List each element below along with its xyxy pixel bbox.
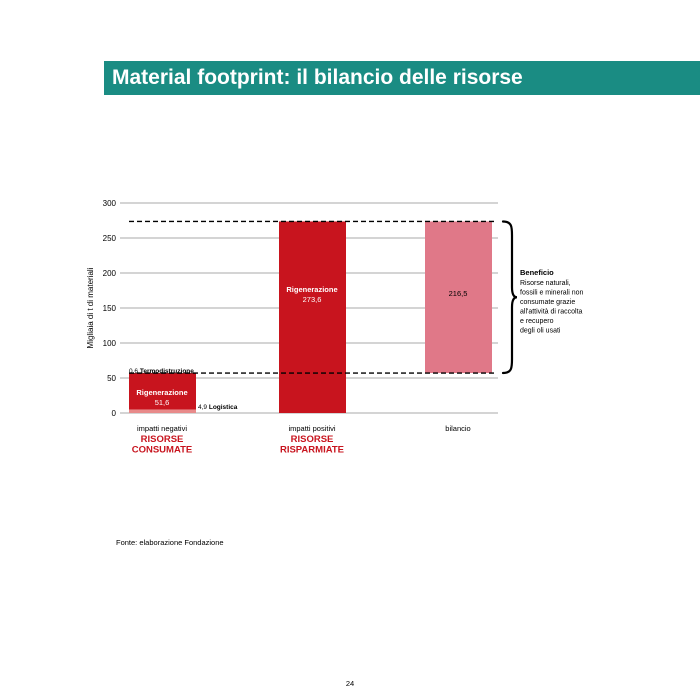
category-label: impatti positivi [288,424,335,433]
y-tick-label: 0 [112,409,117,418]
category-label: impatti negativi [137,424,187,433]
bar-segment [129,409,196,413]
page-number: 24 [345,679,355,688]
category-sublabel: CONSUMATE [132,445,193,456]
bar-segment [425,221,492,374]
y-tick-label: 300 [103,199,117,208]
data-label: 216,5 [449,289,468,298]
page-title: Material footprint: il bilancio delle ri… [112,66,523,89]
category-sublabel: RISORSE [141,434,184,445]
y-tick-label: 250 [103,234,117,243]
y-tick-label: 150 [103,304,117,313]
title-band: Material footprint: il bilancio delle ri… [104,61,700,95]
annotation-line: consumate grazie [520,299,575,306]
category-sublabel: RISPARMIATE [280,445,344,456]
annotation-title: Beneficio [520,268,554,277]
bar-segment-name: Rigenerazione [136,388,187,397]
annotation-line: fossili e minerali non [520,290,584,297]
side-label: 0,6 Termodistruzione [129,368,194,375]
y-tick-label: 50 [107,374,116,383]
side-label: 4,9 Logistica [198,404,238,411]
bar-segment-name: Rigenerazione [286,285,337,294]
bar-segment [279,221,346,413]
annotation-line: all'attività di raccolta [520,309,583,316]
data-label: 51,6 [155,398,170,407]
data-label: 273,6 [303,295,322,304]
source-note: Fonte: elaborazione Fondazione [116,538,224,547]
y-tick-label: 100 [103,339,117,348]
category-sublabel: RISORSE [291,434,334,445]
y-axis-label: Migliaia di t di materiali [86,267,95,348]
annotation-line: Risorse naturali, [520,280,571,287]
bar-segment [129,373,196,410]
y-tick-label: 200 [103,269,117,278]
annotation-line: e recupero [520,318,554,325]
category-label: bilancio [445,424,470,433]
annotation-line: degli oli usati [520,328,561,335]
brace-icon [501,220,518,375]
